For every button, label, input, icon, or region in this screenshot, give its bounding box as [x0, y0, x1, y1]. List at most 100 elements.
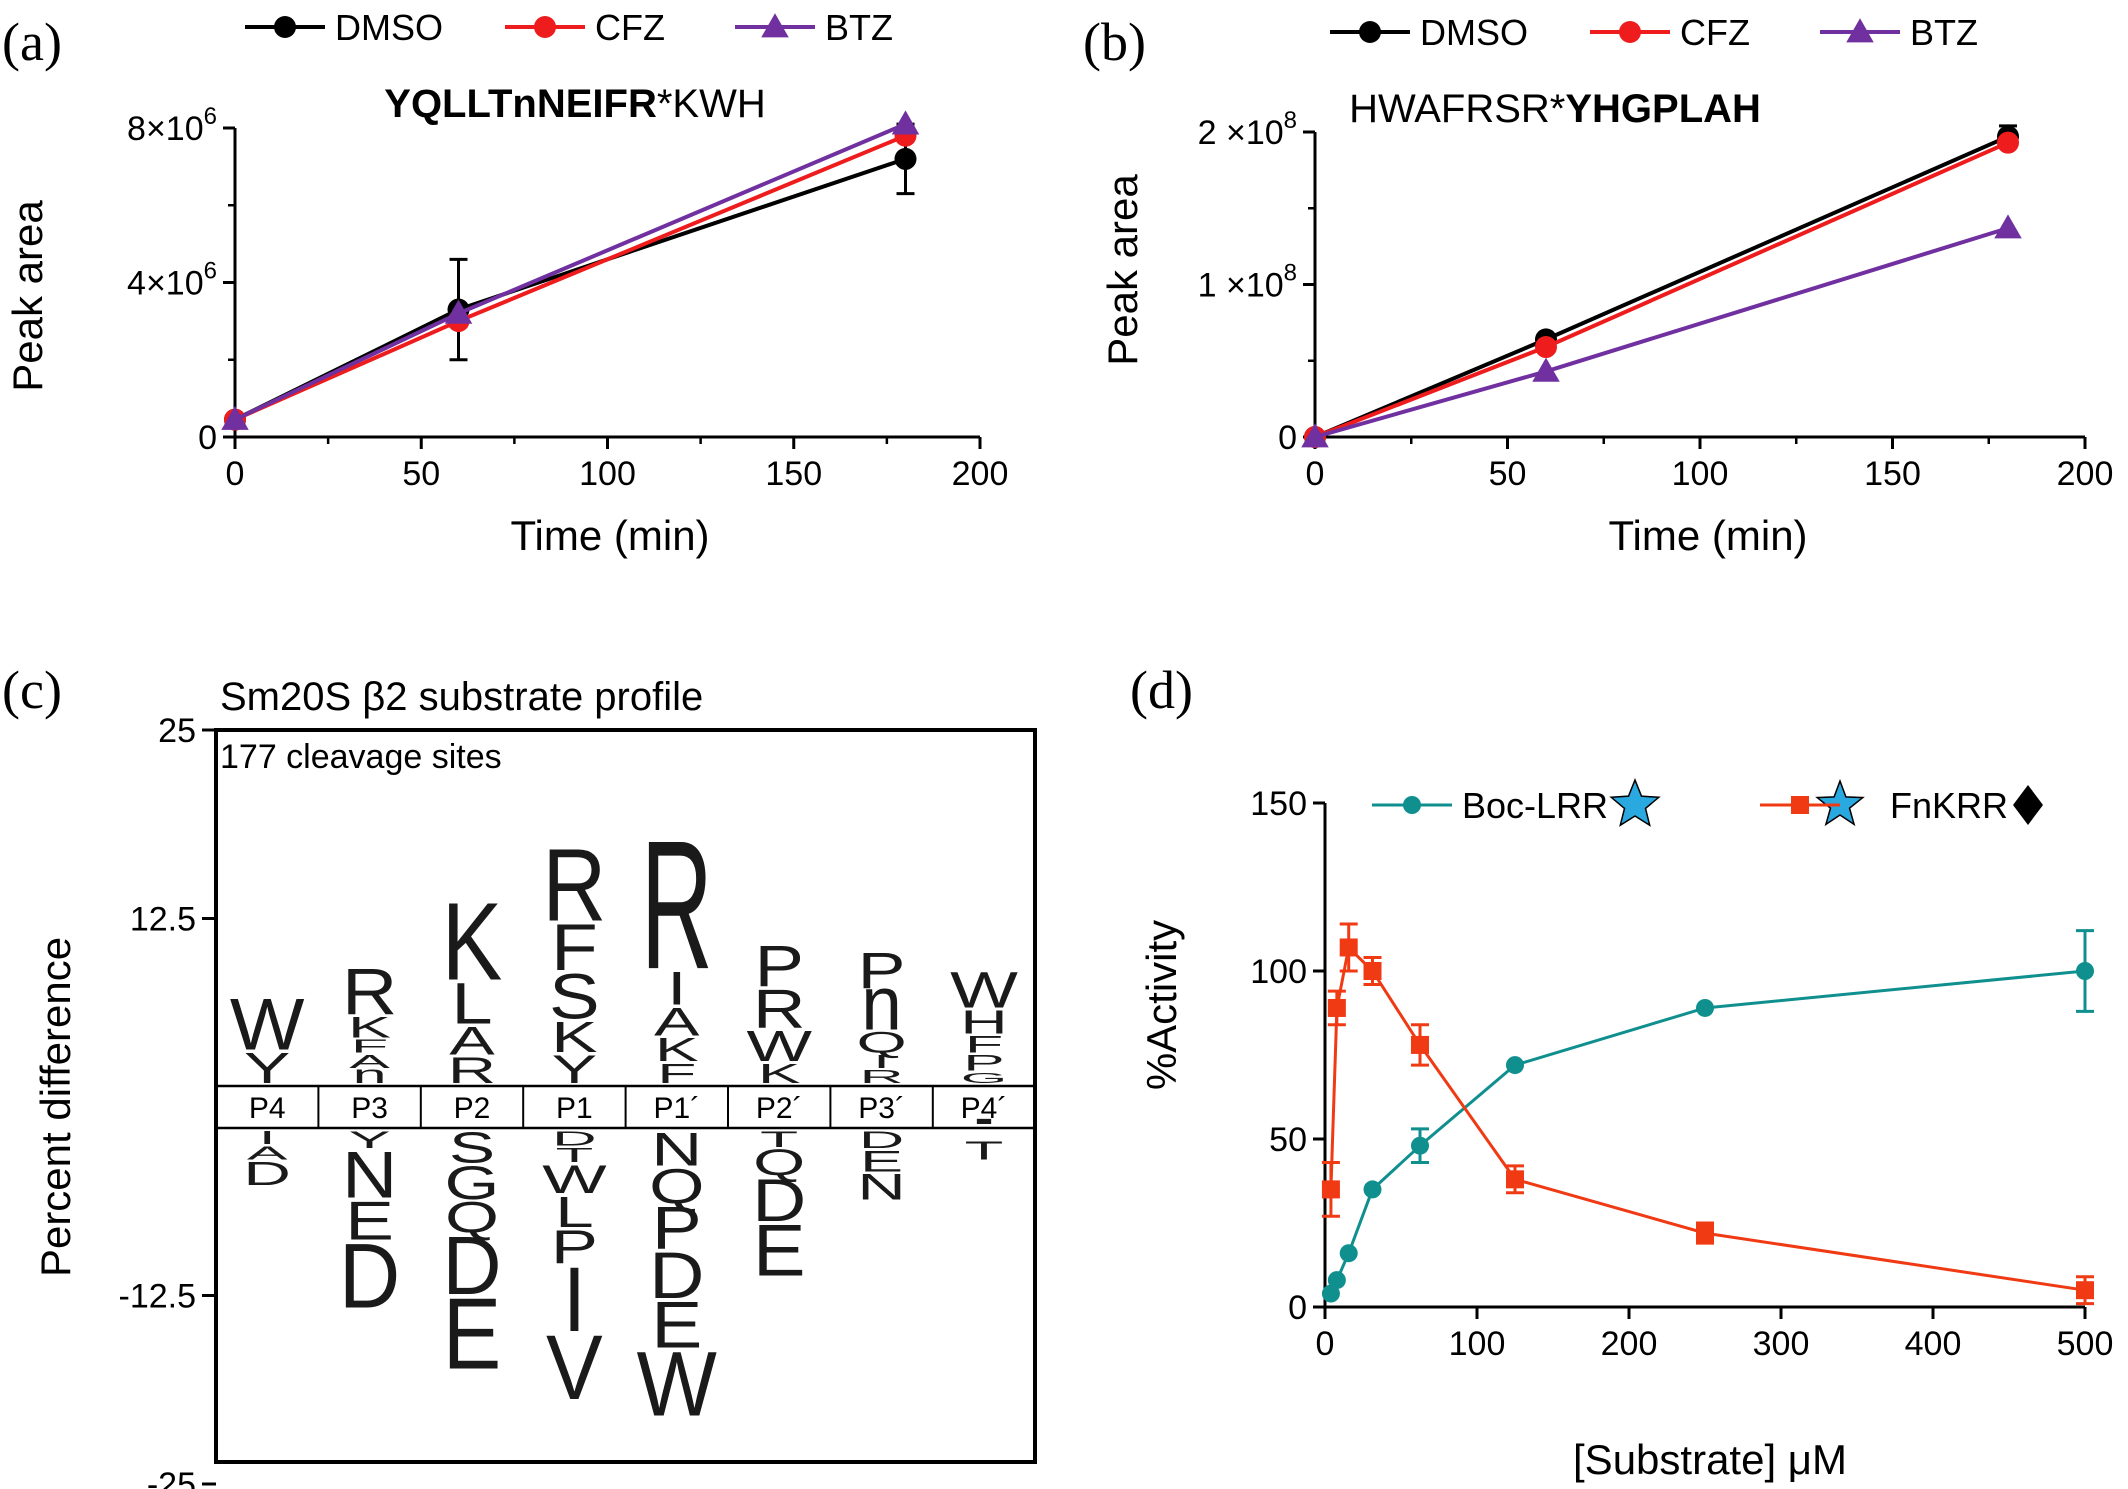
position-label: P2: [454, 1092, 491, 1125]
logo-letter: D: [859, 1127, 904, 1154]
logo-letter: L: [451, 971, 492, 1037]
y-tick-label: 0: [1288, 1289, 1307, 1327]
data-point: [2076, 1281, 2094, 1300]
legend-marker: [274, 16, 296, 38]
panel-d: (d) Boc-LRR FnKRR 0 100 200 300 400 500 0 50 100 1…: [1130, 660, 2113, 1483]
data-point: [1997, 131, 2019, 154]
data-point: [1363, 1180, 1382, 1199]
panel-a: (a) DMSO CFZ BTZ YQLLTnNEIFR*KWH 0 50 100 150…: [2, 7, 1008, 559]
x-tick-label: 200: [1601, 1325, 1658, 1363]
logo-letter: R: [641, 803, 713, 1008]
position-label: P4´: [961, 1092, 1008, 1125]
data-point: [1321, 1180, 1340, 1199]
x-tick-label: 500: [2057, 1325, 2114, 1363]
legend-label: BTZ: [1910, 12, 1978, 53]
data-point: [1506, 1056, 1524, 1075]
x-tick-label: 100: [1672, 455, 1729, 493]
panel-b: (b) DMSO CFZ BTZ HWAFRSR*YHGPLAH 0 50 100 150…: [1083, 12, 2113, 559]
logo-letter: D: [649, 1239, 704, 1313]
logo-letter: T: [760, 1127, 798, 1152]
logo-letter: I: [873, 1051, 890, 1072]
x-tick-label: 400: [1905, 1325, 1962, 1363]
x-tick-label: 50: [1489, 455, 1527, 493]
y-tick-label: 4×106: [127, 258, 217, 303]
data-a: [221, 110, 920, 431]
data-point: [1696, 1224, 1714, 1243]
panel-label-b: (b): [1083, 12, 1146, 72]
legend-item-cfz: CFZ: [1590, 12, 1750, 53]
logo-letter: S: [449, 1123, 495, 1172]
logo-letter: D: [442, 1221, 501, 1312]
data-b: [1301, 124, 2022, 448]
logo-letter: n: [861, 960, 902, 1046]
data-point: [444, 299, 473, 324]
logo-letter: Q: [649, 1158, 704, 1214]
series-cfz: [1304, 131, 2019, 448]
position-label: P1´: [653, 1092, 700, 1125]
logo-letter: Y: [244, 1044, 290, 1093]
logo-letter: R: [342, 955, 397, 1029]
logo-letter: N: [857, 1167, 905, 1208]
title-b: HWAFRSR*YHGPLAH: [1349, 87, 1761, 131]
logo-letter: N: [342, 1139, 397, 1213]
star-icon: [1609, 777, 1661, 827]
data-point: [1339, 1244, 1358, 1263]
x-tick-label: 150: [765, 455, 822, 493]
logo-letter: D: [552, 1127, 596, 1149]
legend-item-boc-lrr: Boc-LRR: [1372, 777, 1661, 827]
logo-letter: G: [961, 1070, 1008, 1086]
y-axis-label-d: %Activity: [1138, 920, 1185, 1090]
legend-label: Boc-LRR: [1462, 785, 1608, 826]
legend-label: FnKRR: [1890, 785, 2008, 826]
data-point: [1327, 998, 1346, 1017]
data-d: [1321, 922, 2094, 1306]
logo-letter: W: [542, 1156, 607, 1201]
logo-letter: A: [654, 999, 700, 1044]
series-line-cfz: [234, 133, 907, 422]
logo-letter: D: [243, 1156, 291, 1193]
legend-label: DMSO: [1420, 12, 1528, 53]
logo-letter: N: [651, 1122, 702, 1176]
logo-letter: A: [247, 1143, 288, 1164]
axes-a: 0 50 100 150 200 0 4×106 8×106: [127, 103, 1008, 493]
legend-marker: [1359, 21, 1381, 43]
logo-letter: F: [657, 1058, 696, 1089]
logo-letter: T: [556, 1144, 594, 1166]
series-boc-lrr: [1321, 929, 2094, 1303]
logo-letter: Y: [349, 1127, 391, 1154]
sequence-logo: YWIADnAFKRYNEDRALKSGQDEYKSFRDTWLPIVFKAIR…: [230, 803, 1018, 1435]
logo-letter: K: [551, 1013, 598, 1062]
data-point: [1411, 1136, 1429, 1155]
legend-item-btz: BTZ: [735, 7, 893, 48]
logo-letter: R: [542, 828, 606, 943]
series-line-boc-lrr: [1329, 969, 2086, 1295]
legend-marker: [1619, 21, 1641, 43]
panel-c: (c) Sm20S β2 substrate profile 177 cleav…: [2, 660, 1037, 1489]
y-axis-label-a: Peak area: [4, 200, 51, 392]
legend-marker: [1846, 18, 1874, 43]
data-point: [894, 147, 917, 170]
legend-item-dmso: DMSO: [245, 7, 443, 48]
data-point: [1696, 998, 1714, 1017]
logo-frame: [214, 728, 1037, 1464]
logo-letter: W: [746, 1022, 812, 1071]
y-tick-label: -12.5: [119, 1278, 197, 1316]
y-tick-label: 25: [158, 712, 196, 750]
legend-item-dmso: DMSO: [1330, 12, 1528, 53]
x-axis-label-b: Time (min): [1608, 512, 1807, 559]
logo-letter: A: [349, 1051, 390, 1072]
legend-label: BTZ: [825, 7, 893, 48]
logo-letter: F: [965, 1032, 1003, 1059]
logo-letter: P: [652, 1194, 702, 1262]
logo-letter: R: [753, 978, 806, 1039]
x-axis-label-d: [Substrate] μM: [1573, 1436, 1847, 1483]
logo-letter: K: [655, 1032, 699, 1069]
x-tick-label: 0: [1316, 1325, 1335, 1363]
x-tick-label: 50: [402, 455, 440, 493]
legend-marker: [761, 13, 789, 38]
legend-a: DMSO CFZ BTZ: [245, 7, 893, 48]
logo-letter: E: [651, 1288, 702, 1362]
